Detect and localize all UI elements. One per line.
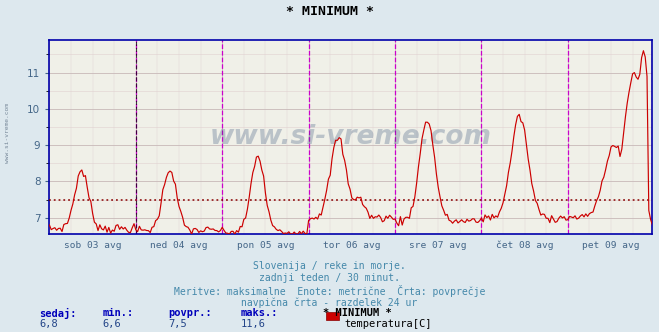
Text: min.:: min.: [102, 308, 133, 318]
Text: 11,6: 11,6 [241, 319, 266, 329]
Text: zadnji teden / 30 minut.: zadnji teden / 30 minut. [259, 273, 400, 283]
Text: povpr.:: povpr.: [168, 308, 212, 318]
Text: Slovenija / reke in morje.: Slovenija / reke in morje. [253, 261, 406, 271]
Text: www.si-vreme.com: www.si-vreme.com [210, 124, 492, 150]
Text: maks.:: maks.: [241, 308, 278, 318]
Text: Meritve: maksimalne  Enote: metrične  Črta: povprečje: Meritve: maksimalne Enote: metrične Črta… [174, 285, 485, 297]
Text: čet 08 avg: čet 08 avg [496, 241, 554, 250]
Text: sob 03 avg: sob 03 avg [64, 241, 121, 250]
Text: pon 05 avg: pon 05 avg [237, 241, 294, 250]
Text: 6,8: 6,8 [40, 319, 58, 329]
Text: sedaj:: sedaj: [40, 308, 77, 319]
Text: * MINIMUM *: * MINIMUM * [285, 5, 374, 18]
Text: temperatura[C]: temperatura[C] [344, 319, 432, 329]
Text: pet 09 avg: pet 09 avg [583, 241, 640, 250]
Text: 6,6: 6,6 [102, 319, 121, 329]
Text: ned 04 avg: ned 04 avg [150, 241, 208, 250]
Text: www.si-vreme.com: www.si-vreme.com [5, 103, 11, 163]
Text: * MINIMUM *: * MINIMUM * [323, 308, 391, 318]
Text: sre 07 avg: sre 07 avg [409, 241, 467, 250]
Text: tor 06 avg: tor 06 avg [323, 241, 380, 250]
Text: 7,5: 7,5 [168, 319, 186, 329]
Text: navpična črta - razdelek 24 ur: navpična črta - razdelek 24 ur [241, 297, 418, 308]
